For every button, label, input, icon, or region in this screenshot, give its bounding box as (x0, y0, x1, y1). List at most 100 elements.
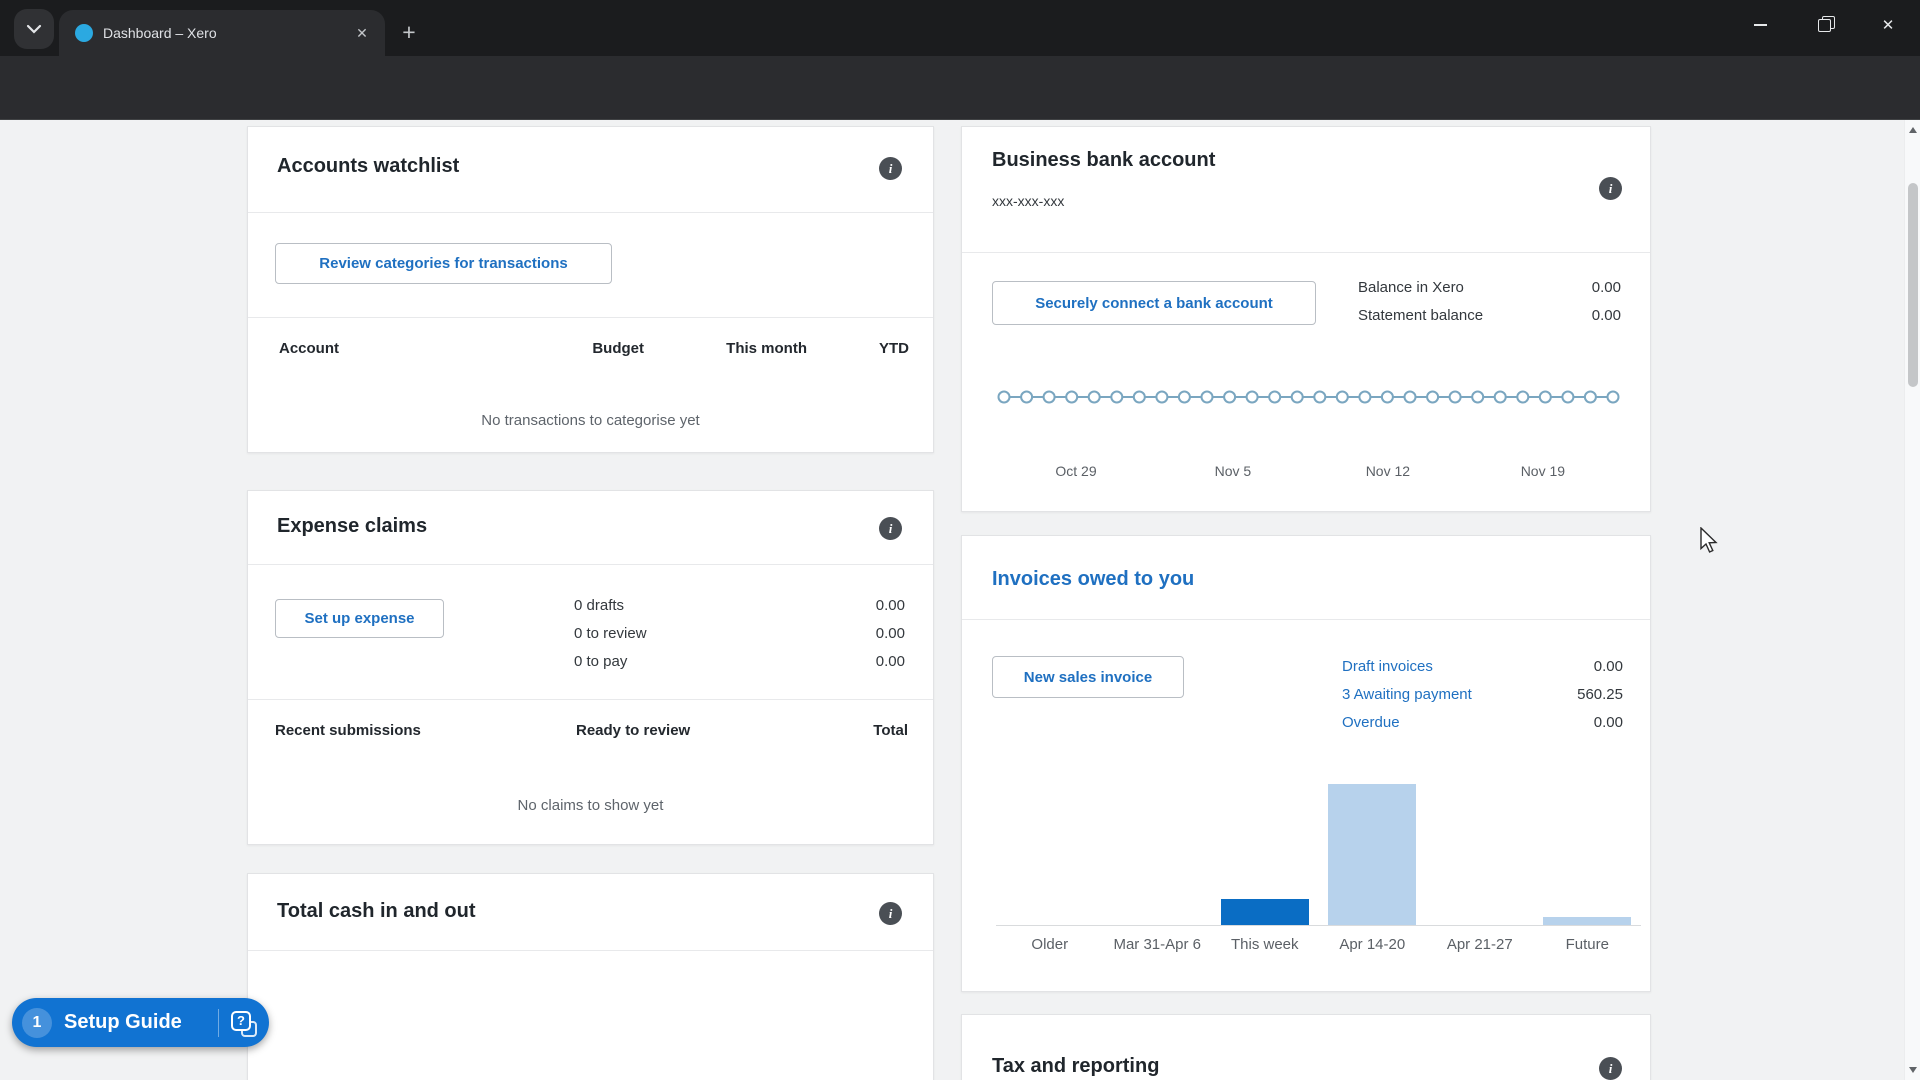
minimize-button[interactable] (1728, 0, 1792, 50)
tax-reporting-title: Tax and reporting (992, 1055, 1159, 1078)
bank-account-mask: xxx-xxx-xxx (992, 193, 1064, 209)
bar-mar31-apr6[interactable] (1104, 766, 1212, 925)
bar-future[interactable] (1534, 766, 1642, 925)
total-cash-card: Total cash in and out i (247, 873, 934, 1080)
xero-favicon-icon (75, 24, 93, 42)
sparkline-marker (1269, 392, 1280, 403)
info-icon[interactable]: i (879, 902, 902, 925)
accounts-watchlist-title: Accounts watchlist (277, 155, 459, 178)
restore-icon (1819, 20, 1830, 31)
x-tick-label: Nov 19 (1521, 463, 1565, 479)
scroll-up-button[interactable] (1905, 122, 1920, 138)
sparkline-marker (1359, 392, 1370, 403)
sparkline-marker (1337, 392, 1348, 403)
info-icon[interactable]: i (1599, 1057, 1622, 1080)
expense-claims-card: Expense claims i Set up expense 0 drafts… (247, 490, 934, 845)
expense-empty-message: No claims to show yet (248, 797, 933, 814)
sparkline-marker (1066, 392, 1077, 403)
scrollbar-thumb[interactable] (1908, 183, 1918, 387)
close-button[interactable]: ✕ (1856, 0, 1920, 50)
x-tick-label: Oct 29 (1055, 463, 1096, 479)
review-categories-button[interactable]: Review categories for transactions (275, 243, 612, 284)
sparkline-marker (1585, 392, 1596, 403)
help-icon: ? (231, 1011, 255, 1035)
column-header-recent-submissions: Recent submissions (275, 722, 421, 739)
x-tick-label: Nov 5 (1215, 463, 1252, 479)
sparkline-marker (1608, 392, 1619, 403)
page-scrollbar[interactable] (1904, 120, 1920, 1080)
balance-in-xero-value: 0.00 (1482, 279, 1621, 296)
bar-apr21-27[interactable] (1426, 766, 1534, 925)
tab-search-button[interactable] (14, 9, 54, 49)
info-icon[interactable]: i (879, 157, 902, 180)
accounts-watchlist-card: Accounts watchlist i Review categories f… (247, 126, 934, 453)
total-cash-title: Total cash in and out (277, 900, 476, 923)
x-tick-label: Apr 21-27 (1426, 936, 1534, 953)
draft-invoices-link[interactable]: Draft invoices (1342, 658, 1433, 675)
statement-balance-label: Statement balance (1358, 307, 1483, 324)
column-header-ytd: YTD (838, 340, 909, 357)
watchlist-empty-message: No transactions to categorise yet (248, 412, 933, 429)
tab-close-button[interactable]: ✕ (351, 22, 373, 44)
bar-apr14-20[interactable] (1319, 766, 1427, 925)
sparkline-marker (1156, 392, 1167, 403)
bank-balance-sparkline (996, 375, 1621, 419)
expense-drafts-value: 0.00 (768, 597, 905, 614)
x-tick-label: Older (996, 936, 1104, 953)
sparkline-marker (1517, 392, 1528, 403)
column-header-account: Account (279, 340, 339, 357)
dashboard-page: Accounts watchlist i Review categories f… (0, 120, 1904, 1080)
business-bank-account-card: Business bank account xxx-xxx-xxx i Secu… (961, 126, 1651, 512)
sparkline-marker (1382, 392, 1393, 403)
expense-to-review-label: 0 to review (574, 625, 647, 642)
tab-title: Dashboard – Xero (103, 25, 341, 41)
tax-reporting-card: Tax and reporting i (961, 1014, 1651, 1080)
setup-guide-button[interactable]: 1 Setup Guide ? (12, 998, 269, 1047)
x-tick-label: Future (1534, 936, 1642, 953)
divider (962, 252, 1650, 253)
info-icon[interactable]: i (1599, 177, 1622, 200)
expense-drafts-label: 0 drafts (574, 597, 624, 614)
bar-this-week[interactable] (1211, 766, 1319, 925)
expense-to-pay-label: 0 to pay (574, 653, 627, 670)
x-tick-label: Mar 31-Apr 6 (1104, 936, 1212, 953)
invoices-owed-card: Invoices owed to you New sales invoice D… (961, 535, 1651, 992)
bar-older[interactable] (996, 766, 1104, 925)
new-tab-button[interactable]: + (394, 17, 424, 47)
setup-guide-label: Setup Guide (64, 1011, 206, 1034)
sparkline-marker (1314, 392, 1325, 403)
divider (248, 564, 933, 565)
balance-in-xero-label: Balance in Xero (1358, 279, 1464, 296)
sparkline-marker (1247, 392, 1258, 403)
sparkline-marker (1044, 392, 1055, 403)
sparkline-marker (1111, 392, 1122, 403)
new-sales-invoice-button[interactable]: New sales invoice (992, 656, 1184, 698)
sparkline-marker (1472, 392, 1483, 403)
sparkline-marker (1134, 392, 1145, 403)
divider (218, 1009, 219, 1037)
expense-claims-title: Expense claims (277, 515, 427, 538)
chevron-down-icon (26, 24, 42, 34)
scroll-down-button[interactable] (1905, 1062, 1920, 1078)
set-up-expense-button[interactable]: Set up expense (275, 599, 444, 638)
sparkline-marker (1179, 392, 1190, 403)
triangle-down-icon (1909, 1067, 1917, 1073)
bar-chart-axis-labels: Older Mar 31-Apr 6 This week Apr 14-20 A… (996, 936, 1641, 953)
connect-bank-account-button[interactable]: Securely connect a bank account (992, 281, 1316, 325)
browser-toolbar: ← → ↻ go.xero.com/app/!006T1/dashboard ☆… (0, 56, 1920, 120)
overdue-link[interactable]: Overdue (1342, 714, 1400, 731)
sparkline-axis-labels: Oct 29 Nov 5 Nov 12 Nov 19 (996, 463, 1621, 483)
overdue-value: 0.00 (1492, 714, 1623, 731)
restore-button[interactable] (1792, 0, 1856, 50)
sparkline-marker (1562, 392, 1573, 403)
triangle-up-icon (1909, 127, 1917, 133)
browser-tab[interactable]: Dashboard – Xero ✕ (59, 10, 385, 56)
sparkline-marker (1021, 392, 1032, 403)
awaiting-payment-link[interactable]: 3 Awaiting payment (1342, 686, 1472, 703)
statement-balance-value: 0.00 (1482, 307, 1621, 324)
column-header-total: Total (808, 722, 908, 739)
sparkline-marker (1405, 392, 1416, 403)
invoices-owed-title[interactable]: Invoices owed to you (992, 568, 1194, 591)
info-icon[interactable]: i (879, 517, 902, 540)
x-tick-label: Nov 12 (1366, 463, 1410, 479)
